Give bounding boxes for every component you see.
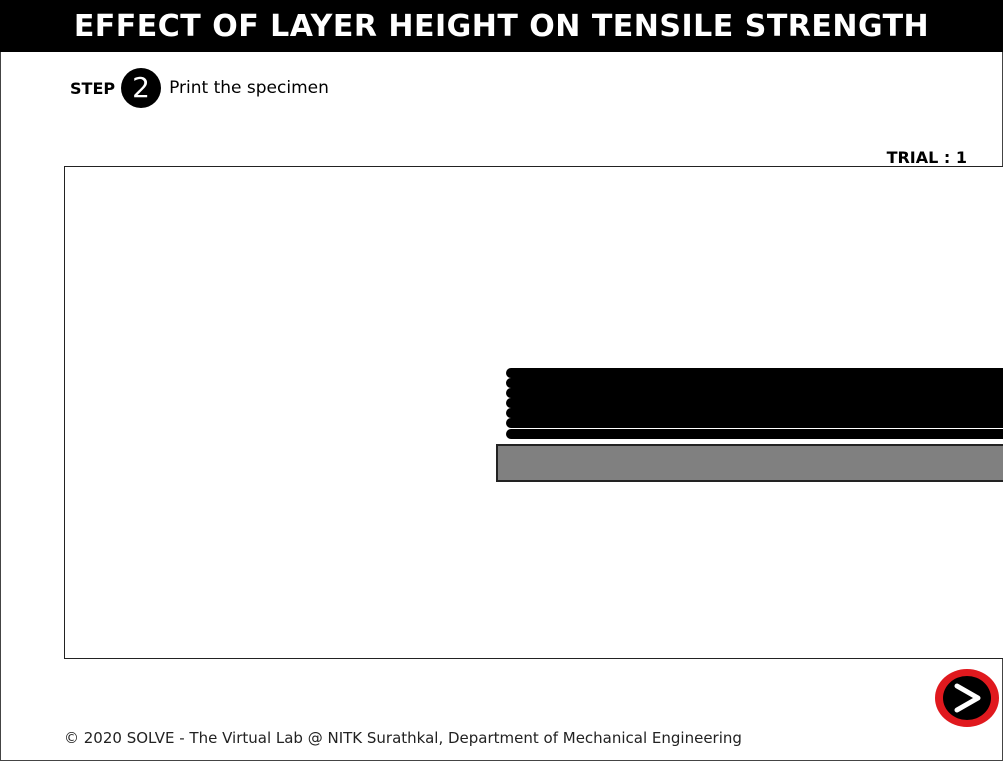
printed-layer [506, 388, 1003, 398]
print-bed [496, 444, 1003, 482]
printed-layer [506, 429, 1003, 439]
next-button[interactable] [935, 669, 999, 727]
step-label: STEP [70, 78, 116, 98]
footer-copyright: © 2020 SOLVE - The Virtual Lab @ NITK Su… [64, 729, 742, 747]
print-simulation-area [64, 166, 1003, 659]
printed-layer [506, 368, 1003, 378]
page-title: EFFECT OF LAYER HEIGHT ON TENSILE STRENG… [0, 0, 1003, 52]
printed-layer [506, 418, 1003, 428]
trial-counter: TRIAL : 1 [886, 148, 967, 167]
printed-layer [506, 398, 1003, 408]
next-button-inner [943, 676, 991, 720]
step-description: Print the specimen [169, 78, 329, 98]
printed-layer [506, 378, 1003, 388]
step-indicator: STEP 2 Print the specimen [70, 68, 329, 108]
chevron-right-icon [954, 683, 981, 713]
printed-layer [506, 408, 1003, 418]
step-number-badge: 2 [121, 68, 162, 108]
